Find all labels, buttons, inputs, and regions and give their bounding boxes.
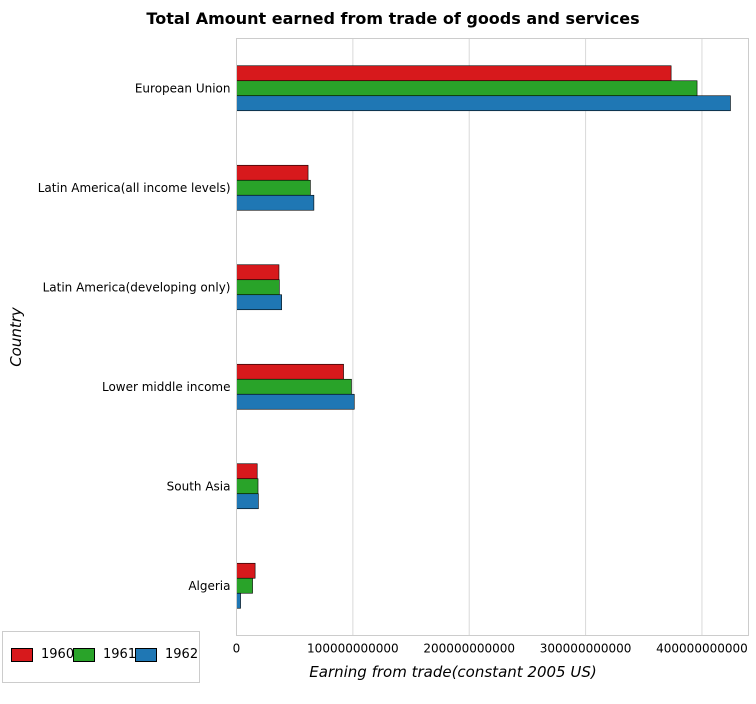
x-tick-label: 400000000000: [656, 642, 748, 656]
legend: 1960 1961 1962: [2, 631, 200, 683]
bar-1960: [236, 363, 344, 380]
bar-1960: [236, 65, 672, 82]
y-tick-label: Algeria: [188, 579, 230, 593]
y-tick-label: Lower middle income: [102, 380, 231, 394]
bar-1962: [236, 294, 282, 311]
bar-1960: [236, 562, 256, 579]
chart-title: Total Amount earned from trade of goods …: [146, 9, 639, 28]
bar-1961: [236, 378, 352, 395]
x-tick-label: 200000000000: [423, 642, 515, 656]
bar-1961: [236, 577, 253, 594]
y-tick-label: Latin America(developing only): [43, 280, 231, 294]
y-tick-label: Latin America(all income levels): [38, 181, 231, 195]
bar-1961: [236, 478, 259, 495]
legend-item-1960: 1960: [11, 647, 74, 662]
y-tick-label: South Asia: [167, 479, 231, 493]
legend-label-1960: 1960: [41, 647, 75, 662]
x-tick-label: 100000000000: [307, 642, 399, 656]
bar-1960: [236, 264, 280, 281]
legend-swatch-1961: [73, 647, 95, 662]
legend-swatch-1962: [135, 647, 157, 662]
legend-item-1961: 1961: [73, 647, 136, 662]
legend-label-1962: 1962: [165, 647, 199, 662]
plot-frame: [236, 38, 749, 636]
legend-item-1962: 1962: [135, 647, 198, 662]
bar-1961: [236, 80, 698, 97]
y-axis-label: Country: [7, 306, 25, 367]
legend-label-1961: 1961: [103, 647, 137, 662]
legend-swatch-1960: [11, 647, 33, 662]
bar-1962: [236, 393, 355, 410]
bar-1962: [236, 592, 241, 609]
x-tick-label: 0: [233, 642, 241, 656]
bar-1962: [236, 95, 731, 112]
x-tick-label: 300000000000: [540, 642, 632, 656]
bar-1961: [236, 279, 280, 296]
y-tick-label: European Union: [135, 81, 231, 95]
x-axis-label: Earning from trade(constant 2005 US): [309, 663, 596, 681]
bar-1960: [236, 164, 309, 181]
bar-1962: [236, 493, 259, 510]
bar-1960: [236, 463, 258, 480]
bar-1961: [236, 179, 311, 196]
bar-1962: [236, 194, 315, 211]
